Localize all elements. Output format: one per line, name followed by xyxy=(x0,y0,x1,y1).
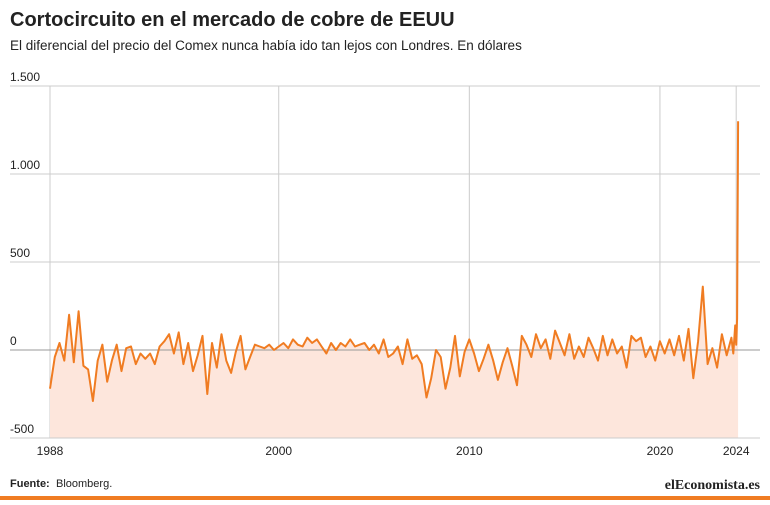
x-tick-label: 2024 xyxy=(723,444,750,458)
y-tick-label: 1.000 xyxy=(10,158,40,172)
y-tick-label: 500 xyxy=(10,246,30,260)
chart-title: Cortocircuito en el mercado de cobre de … xyxy=(10,9,455,31)
x-tick-label: 1988 xyxy=(37,444,64,458)
y-tick-label: 0 xyxy=(10,334,17,348)
area xyxy=(50,121,739,438)
y-tick-label: -500 xyxy=(10,422,34,436)
source-label: Fuente: xyxy=(10,478,50,490)
y-tick-label: 1.500 xyxy=(10,70,40,84)
source: Bloomberg. xyxy=(56,478,112,490)
footer-bar xyxy=(0,496,770,500)
x-tick-label: 2020 xyxy=(647,444,674,458)
chart-subtitle: El diferencial del precio del Comex nunc… xyxy=(10,38,522,53)
x-tick-label: 2000 xyxy=(265,444,292,458)
line xyxy=(49,121,740,402)
brand: elEconomista.es xyxy=(665,478,761,493)
x-tick-label: 2010 xyxy=(456,444,483,458)
